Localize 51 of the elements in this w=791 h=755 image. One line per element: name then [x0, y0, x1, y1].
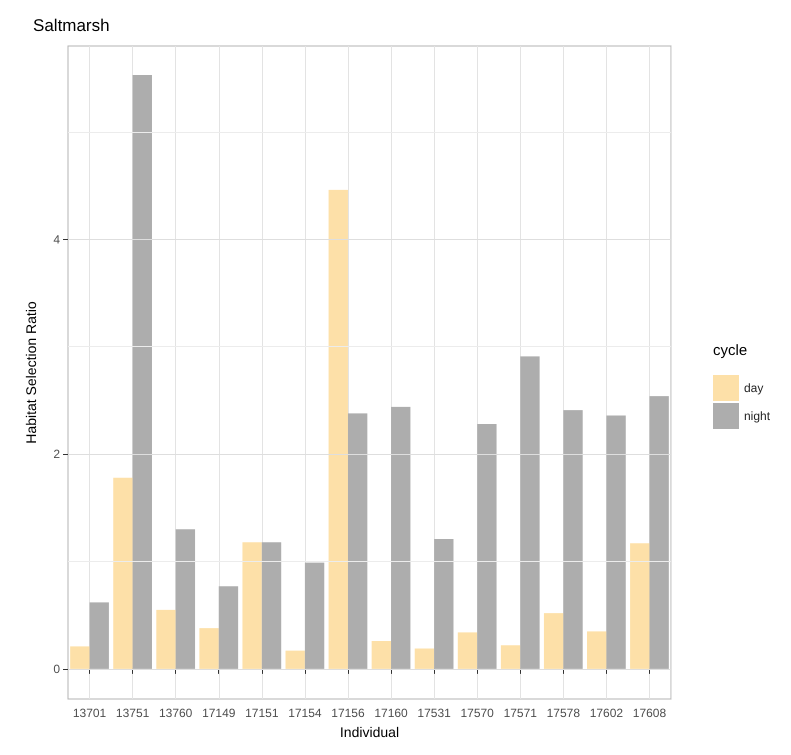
x-tick-label: 17160 [374, 706, 408, 720]
bar [520, 356, 540, 669]
bar [477, 424, 497, 669]
y-axis-title: Habitat Selection Ratio [23, 301, 39, 444]
bar [458, 632, 478, 669]
x-tick-label: 13701 [72, 706, 107, 720]
bar [328, 190, 348, 669]
bar [304, 562, 324, 669]
bar [156, 610, 176, 669]
bar [113, 478, 133, 669]
x-tick-label: 13760 [158, 706, 193, 720]
bar [500, 645, 520, 669]
x-tick-label: 17608 [632, 706, 666, 720]
bar [544, 613, 564, 669]
x-tick-label: 17154 [288, 706, 322, 720]
x-tick-label: 17571 [504, 706, 538, 720]
bar [606, 415, 626, 669]
y-tick-label: 0 [53, 662, 60, 676]
bar [372, 641, 392, 669]
x-tick-label: 17149 [202, 706, 236, 720]
x-tick-label: 17531 [417, 706, 452, 720]
y-tick-label: 4 [53, 232, 60, 246]
bar [262, 542, 282, 669]
bar [199, 628, 219, 669]
bar [348, 413, 368, 669]
legend-label: night [744, 409, 771, 423]
bar [649, 396, 669, 669]
x-tick-label: 17151 [245, 706, 279, 720]
bar [414, 648, 434, 669]
bar [563, 410, 583, 669]
bar [587, 631, 606, 669]
x-tick-label: 17578 [546, 706, 580, 720]
bar [286, 650, 305, 669]
bar [70, 646, 90, 669]
x-tick-label: 13751 [116, 706, 150, 720]
bar [218, 586, 238, 669]
x-tick-label: 17602 [590, 706, 624, 720]
x-tick-label: 17570 [460, 706, 494, 720]
x-axis-title: Individual [340, 724, 400, 740]
y-tick-label: 2 [53, 447, 60, 462]
bar [90, 602, 109, 669]
chart-title: Saltmarsh [33, 16, 110, 35]
x-tick-label: 17156 [331, 706, 365, 720]
bar [391, 406, 410, 669]
bar [242, 542, 262, 669]
legend-label: day [744, 381, 764, 395]
legend-title: cycle [713, 342, 748, 359]
bar [132, 75, 152, 669]
bar [176, 529, 196, 669]
bar [434, 538, 454, 669]
bar [630, 543, 650, 669]
